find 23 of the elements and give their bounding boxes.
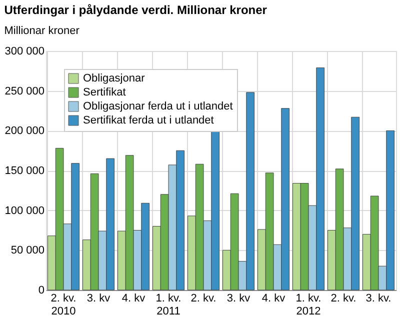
y-tick-label: 50 000 bbox=[10, 244, 44, 257]
x-tick-label: 4. kv bbox=[122, 292, 146, 304]
x-tick-label: 2. kv. bbox=[190, 292, 216, 304]
x-tick-label: 1. kv. 2012 bbox=[296, 292, 322, 318]
legend-label: Obligasjonar bbox=[83, 72, 146, 84]
y-tick-label: 150 000 bbox=[4, 165, 44, 177]
x-tick-label: 4. kv bbox=[262, 292, 286, 304]
chart-title: Utferdingar i pålydande verdi. Millionar kroner bbox=[4, 3, 268, 17]
x-tick-label: 3. kv bbox=[86, 292, 111, 304]
x-tick-label: 3. kv bbox=[226, 292, 251, 304]
x-tick-label: 2. kv. bbox=[330, 292, 356, 304]
y-tick-label: 100 000 bbox=[4, 204, 44, 217]
y-tick-label: 250 000 bbox=[4, 85, 44, 98]
y-axis-title: Millionar kroner bbox=[4, 25, 80, 37]
legend-label: Obligasjonar ferda ut i utlandet bbox=[83, 100, 233, 112]
x-tick-label: 2. kv. 2010 bbox=[50, 292, 76, 318]
legend-label: Sertifikat bbox=[83, 86, 126, 98]
y-tick-label: 0 bbox=[38, 284, 44, 296]
legend-label: Sertifikat ferda ut i utlandet bbox=[83, 114, 214, 126]
x-tick-label: 3. kv. bbox=[366, 292, 392, 304]
y-tick-label: 200 000 bbox=[4, 125, 44, 138]
y-tick-label: 300 000 bbox=[4, 46, 44, 58]
x-tick-label: 1. kv. 2011 bbox=[156, 292, 182, 318]
